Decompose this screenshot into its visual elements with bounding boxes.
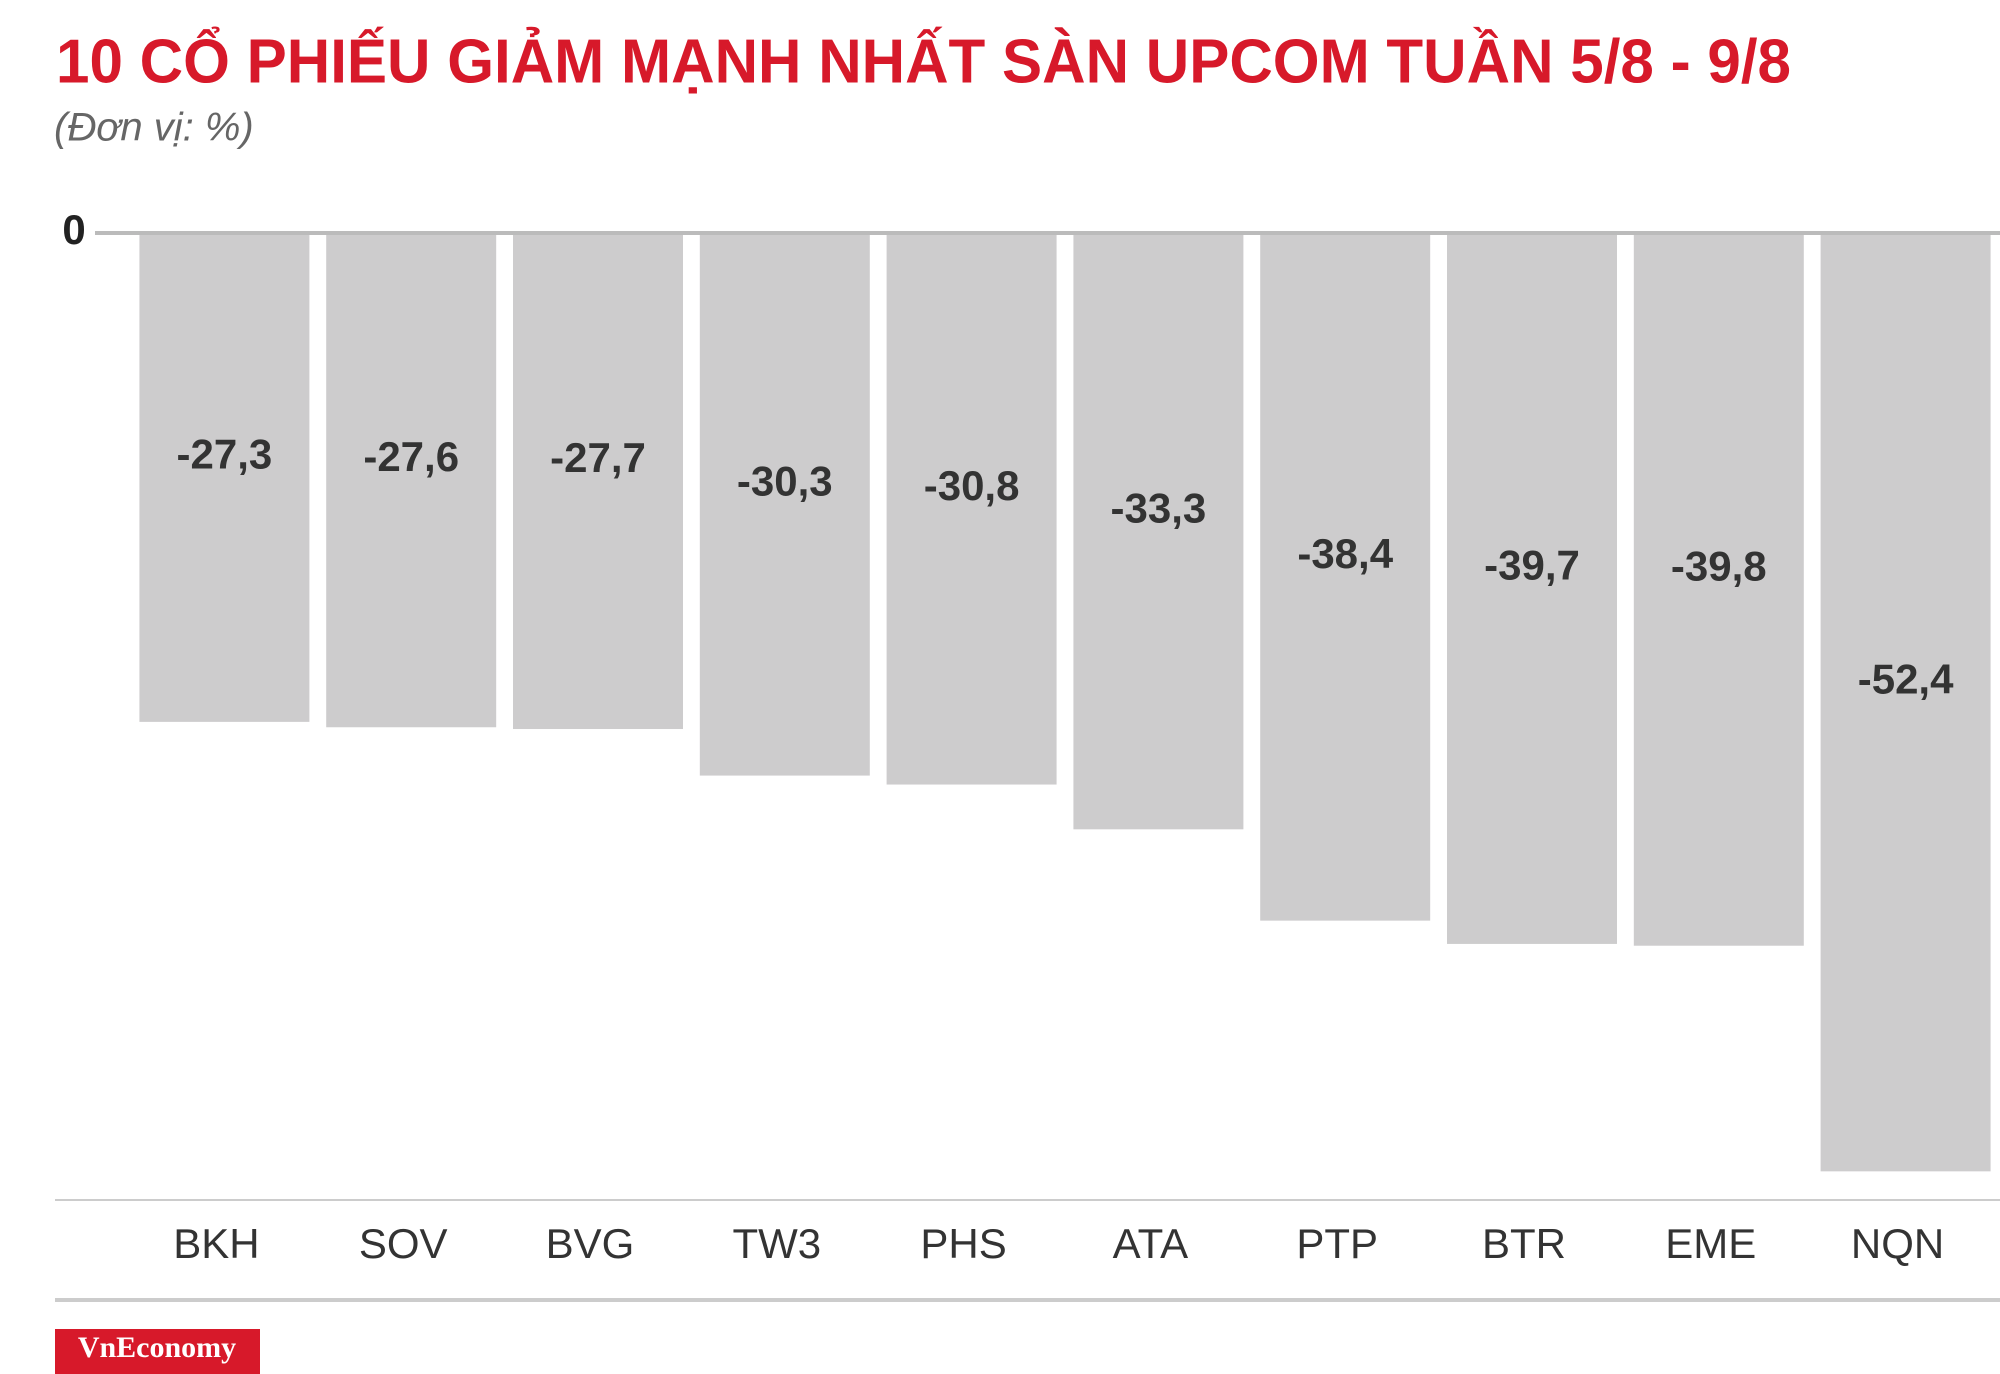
x-tick-label: PHS <box>920 1220 1006 1267</box>
value-label: -27,7 <box>550 434 646 481</box>
value-label: -30,3 <box>737 457 833 504</box>
logo: VnEconomy <box>78 1331 236 1364</box>
value-label: -33,3 <box>1111 484 1207 531</box>
bar <box>1073 233 1244 830</box>
value-label: -39,8 <box>1671 542 1767 589</box>
x-tick-label: ATA <box>1113 1220 1188 1267</box>
value-label: -38,4 <box>1297 530 1393 577</box>
x-tick-label: BVG <box>546 1220 635 1267</box>
x-tick-label: EME <box>1665 1220 1756 1267</box>
value-label: -39,7 <box>1484 542 1580 589</box>
logo-box <box>55 1329 260 1374</box>
bar <box>513 233 683 730</box>
value-label: -27,3 <box>177 431 273 478</box>
value-label: -52,4 <box>1858 655 1954 702</box>
x-tick-label: SOV <box>359 1220 448 1267</box>
bar <box>326 233 497 728</box>
bar <box>1633 233 1804 946</box>
bar <box>1820 233 1991 1172</box>
bar <box>139 233 310 722</box>
x-tick-label: BKH <box>173 1220 259 1267</box>
bar <box>1447 233 1617 944</box>
bar <box>886 233 1057 785</box>
bar <box>699 233 870 776</box>
x-tick-label: BTR <box>1482 1220 1566 1267</box>
value-label: -27,6 <box>363 433 459 480</box>
chart-title: 10 CỔ PHIẾU GIẢM MẠNH NHẤT SÀN UPCOM TUẦ… <box>56 26 1791 96</box>
bar <box>1260 233 1431 921</box>
x-tick-label: PTP <box>1296 1220 1378 1267</box>
y-tick-label: 0 <box>62 206 85 253</box>
chart-subtitle: (Đơn vị: %) <box>54 106 254 150</box>
x-tick-label: NQN <box>1851 1220 1944 1267</box>
x-tick-label: TW3 <box>732 1220 821 1267</box>
value-label: -30,8 <box>924 462 1020 509</box>
